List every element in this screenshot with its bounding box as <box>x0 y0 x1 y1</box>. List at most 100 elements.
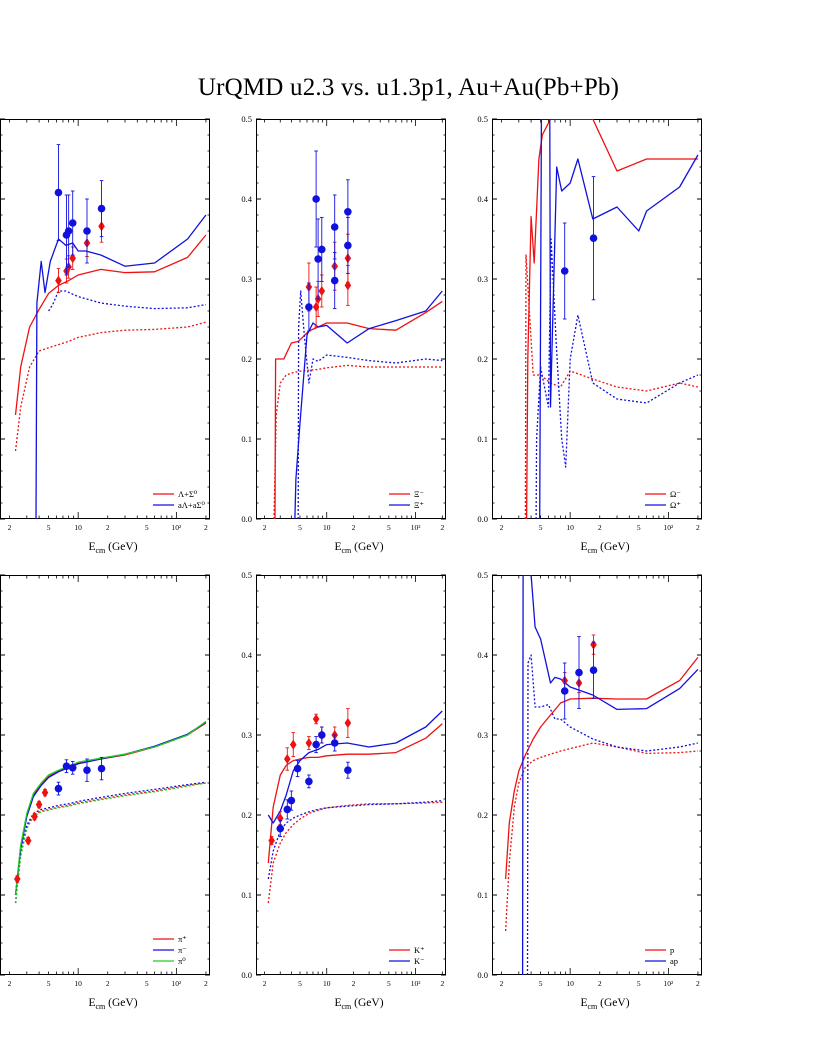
x-tick-label: 5 <box>145 523 149 532</box>
x-tick-label: 5 <box>145 979 149 988</box>
chart-panel-6: 0.0 0.1 0.2 0.3 0.4 0.5 2 5 10 2 5 10² 2 Ecm (GeV) pap <box>477 570 702 1011</box>
data-point-diamond <box>312 714 320 724</box>
data-point-diamond <box>305 738 313 748</box>
series-line-green-dotted <box>14 782 207 904</box>
data-point-diamond <box>41 787 49 798</box>
data-points <box>13 756 106 884</box>
data-point-diamond <box>13 874 21 884</box>
series-line-blue-dotted <box>14 781 206 904</box>
x-tick-label: 10 <box>566 979 574 988</box>
data-point-diamond <box>24 835 32 846</box>
x-tick-label: 10 <box>74 979 82 988</box>
x-tick-label: 2 <box>598 523 602 532</box>
legend: K⁺K⁻ <box>389 945 425 966</box>
x-tick-label: 5 <box>47 523 51 532</box>
data-point-circle <box>317 731 326 739</box>
x-tick-label: 2 <box>204 523 208 532</box>
y-tick-label: 0.0 <box>477 514 488 524</box>
x-tick-label: 10 <box>323 523 331 532</box>
curves <box>14 214 207 519</box>
x-tick-label: 2 <box>440 979 444 988</box>
series-line-red-solid <box>14 722 207 896</box>
curves <box>273 290 443 519</box>
y-tick-label: 0.1 <box>241 890 252 900</box>
series-line-red-dotted <box>14 321 207 452</box>
x-tick-label: 2 <box>263 523 267 532</box>
data-point-circle <box>305 303 313 311</box>
legend-label: Ξ⁻ <box>414 489 424 499</box>
series-line-blue-dotted <box>297 290 443 519</box>
x-axis-label: Ecm (GeV) <box>580 997 629 1011</box>
legend: Ξ⁻Ξ⁺ <box>389 489 424 510</box>
data-point-circle <box>54 784 63 793</box>
data-point-circle <box>560 687 569 695</box>
data-points <box>305 150 352 332</box>
data-point-diamond <box>31 811 38 822</box>
x-tick-label: 2 <box>352 979 356 988</box>
series-line-blue-dotted <box>535 238 699 519</box>
x-tick-label: 10 <box>74 523 82 532</box>
y-tick-label: 0.2 <box>241 354 252 364</box>
x-axis-label: Ecm (GeV) <box>580 541 629 555</box>
x-tick-label: 10² <box>171 979 182 988</box>
x-tick-label: 5 <box>298 979 302 988</box>
data-point-diamond <box>289 739 297 750</box>
x-tick-label: 2 <box>500 523 504 532</box>
legend-label: Ξ⁺ <box>414 500 424 510</box>
data-point-diamond <box>55 275 62 286</box>
y-tick-label: 0.2 <box>241 810 252 820</box>
y-tick-label: 0.1 <box>477 890 488 900</box>
y-tick-label: 0.0 <box>241 970 252 980</box>
data-points <box>268 708 352 846</box>
x-tick-label: 2 <box>263 979 267 988</box>
data-points <box>560 634 598 720</box>
data-point-circle <box>589 666 598 674</box>
data-points <box>54 144 106 294</box>
curves <box>524 119 699 519</box>
chart-panel-3: 0.0 0.1 0.2 0.3 0.4 0.5 2 5 10 2 5 10² 2 Ecm (GeV) Ω⁻Ω… <box>477 114 702 555</box>
x-tick-label: 2 <box>106 979 110 988</box>
data-point-diamond <box>283 754 291 764</box>
x-axis-label: Ecm (GeV) <box>334 541 383 555</box>
data-point-circle <box>317 245 326 254</box>
x-tick-label: 2 <box>598 979 602 988</box>
x-tick-label: 5 <box>539 523 543 532</box>
y-tick-label: 0.0 <box>477 970 488 980</box>
legend-label: π⁻ <box>178 945 187 955</box>
data-point-circle <box>287 796 296 805</box>
x-tick-label: 10² <box>171 523 182 532</box>
x-tick-label: 5 <box>47 979 51 988</box>
series-line-red-dotted <box>267 801 443 904</box>
x-tick-label: 2 <box>352 523 356 532</box>
y-tick-label: 0.3 <box>477 730 488 740</box>
data-point-circle <box>97 764 106 773</box>
chart-panel-2: 0.0 0.1 0.2 0.3 0.4 0.5 2 5 10 2 5 10² 2 Ecm (GeV) Ξ⁻Ξ… <box>241 114 446 555</box>
plot-frame <box>256 119 446 519</box>
data-point-circle <box>589 234 598 242</box>
legend-label: π⁺ <box>178 934 187 944</box>
x-tick-label: 10² <box>411 523 422 532</box>
data-point-circle <box>293 764 302 773</box>
x-tick-label: 5 <box>539 979 543 988</box>
x-tick-label: 5 <box>637 979 641 988</box>
data-point-circle <box>575 668 583 677</box>
series-line-blue-dotted <box>48 290 207 312</box>
y-tick-label: 0.4 <box>241 650 252 660</box>
y-tick-label: 0.5 <box>477 114 488 124</box>
x-tick-label: 2 <box>440 523 444 532</box>
series-line-blue-solid <box>539 119 699 519</box>
x-tick-label: 2 <box>696 979 700 988</box>
data-point-circle <box>283 805 292 814</box>
data-point-circle <box>276 824 285 833</box>
series-line-red-solid <box>14 234 207 416</box>
data-point-circle <box>68 764 77 772</box>
series-line-blue-solid <box>14 721 207 896</box>
series-line-blue-solid <box>521 575 699 975</box>
y-tick-label: 0.1 <box>241 434 252 444</box>
data-point-circle <box>312 740 320 749</box>
y-tick-label: 0.2 <box>477 354 488 364</box>
plot-frame <box>492 575 702 975</box>
